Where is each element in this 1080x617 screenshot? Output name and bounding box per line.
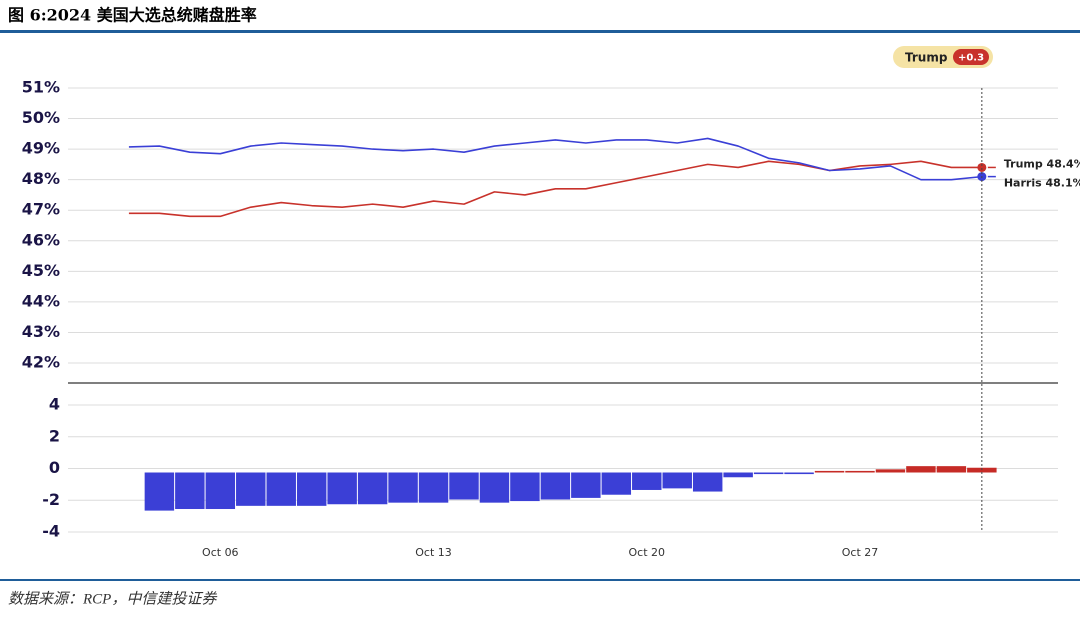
spread-bar (205, 472, 236, 510)
y-tick-label: 42% (22, 353, 60, 372)
spread-bar (753, 472, 784, 475)
x-tick-label: Oct 20 (629, 546, 666, 559)
spread-bar (814, 470, 845, 473)
spread-bar (510, 472, 540, 502)
end-label: Trump 48.4% (1004, 157, 1080, 170)
spread-bar (418, 472, 449, 503)
footer-rule (0, 579, 1080, 581)
spread-bar (388, 472, 418, 503)
spread-bar (723, 472, 753, 478)
badge-leader: Trump (905, 51, 948, 65)
end-label: Harris 48.1% (1004, 177, 1080, 190)
spread-bar (845, 470, 875, 473)
y-tick-label: 45% (22, 261, 60, 280)
series-line (128, 137, 982, 181)
spread-bar (357, 472, 388, 505)
y-tick-label: 51% (22, 78, 60, 97)
y-tick-label: 49% (22, 139, 60, 158)
source-note: 数据来源：RCP，中信建投证券 (8, 590, 217, 607)
y-tick-label: 47% (22, 200, 60, 219)
spread-bar (784, 472, 814, 475)
x-tick-label: Oct 13 (415, 546, 452, 559)
x-tick-label: Oct 06 (202, 546, 239, 559)
spread-bar (266, 472, 296, 506)
y-tick-label: 0 (49, 458, 60, 477)
y-tick-label: -2 (42, 490, 60, 509)
y-tick-label: 2 (49, 426, 60, 445)
spread-bar (906, 466, 936, 473)
spread-bar (936, 466, 967, 473)
y-tick-label: 43% (22, 322, 60, 341)
series-line (128, 160, 982, 218)
spread-bar (296, 472, 327, 506)
spread-bar (692, 472, 723, 492)
spread-bar (662, 472, 692, 489)
figure-title: 图 6:2024 美国大选总统赌盘胜率 (8, 6, 257, 25)
header-rule (0, 30, 1080, 33)
spread-bar (601, 472, 632, 495)
y-tick-label: 50% (22, 108, 60, 127)
y-tick-label: 44% (22, 291, 60, 310)
x-tick-label: Oct 27 (842, 546, 879, 559)
spread-bar (327, 472, 357, 505)
spread-bar (479, 472, 510, 503)
spread-bar (540, 472, 571, 500)
spread-bar (175, 472, 205, 510)
spread-bar (632, 472, 662, 490)
spread-bar (449, 472, 479, 500)
badge-pill (953, 49, 989, 65)
badge-spread: +0.3 (958, 53, 984, 64)
spread-bar (236, 472, 266, 506)
end-dot (977, 162, 987, 172)
spread-bar (571, 472, 601, 498)
y-tick-label: 48% (22, 169, 60, 188)
spread-bar (967, 467, 997, 473)
spread-bar (144, 472, 175, 511)
y-tick-label: -4 (42, 522, 60, 541)
y-tick-label: 4 (49, 395, 60, 414)
y-tick-label: 46% (22, 230, 60, 249)
spread-bar (875, 469, 906, 473)
